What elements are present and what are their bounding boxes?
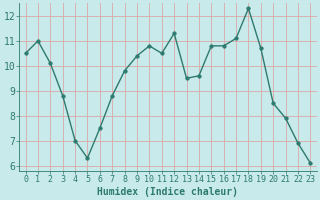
X-axis label: Humidex (Indice chaleur): Humidex (Indice chaleur) xyxy=(98,186,238,197)
